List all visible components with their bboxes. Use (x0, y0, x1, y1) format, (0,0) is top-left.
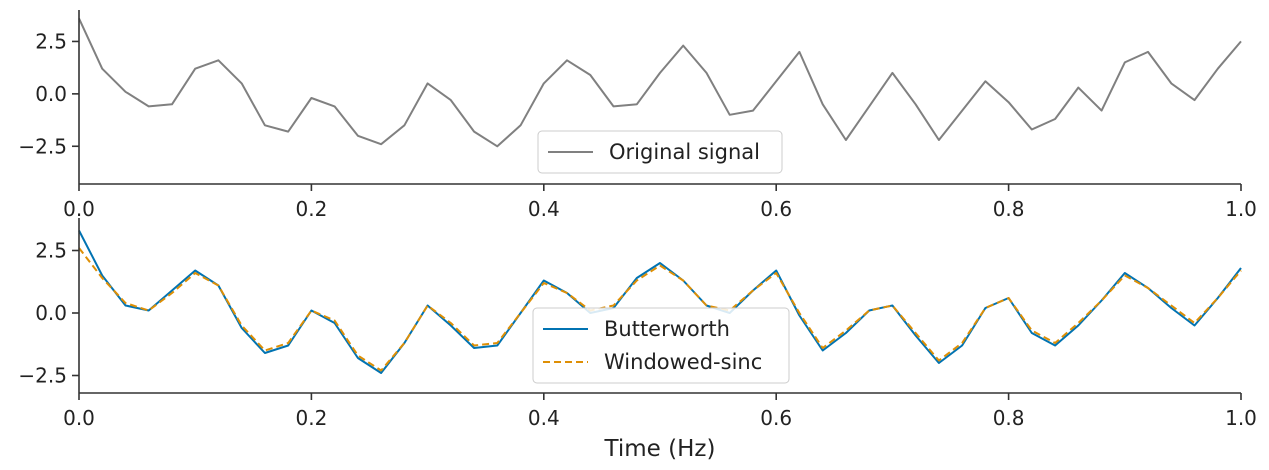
original-signal-panel: 0.0 0.2 0.4 0.6 0.8 1.0 2.5 0.0 −2.5 Original sig… (18, 10, 1257, 221)
filtered-signals-panel: 0.0 0.2 0.4 0.6 0.8 1.0 2.5 0.0 −2.5 Butterworth W… (18, 218, 1257, 430)
legend-box (532, 307, 790, 384)
x-tick-label: 0.6 (760, 197, 792, 221)
legend-box (537, 130, 783, 174)
x-tick-label: 0.8 (993, 197, 1025, 221)
x-tick-label: 0.8 (993, 406, 1025, 430)
x-tick-label: 0.2 (295, 406, 327, 430)
y-tick-label: 0.0 (35, 301, 67, 325)
y-tick-label: −2.5 (18, 134, 67, 158)
y-tick-label: 0.0 (35, 82, 67, 106)
legend: Butterworth Windowed-sinc (532, 307, 790, 384)
x-tick-label: 0.4 (528, 197, 560, 221)
butterworth-line (78, 230, 1242, 374)
legend-label: Original signal (609, 140, 760, 164)
original-line (78, 17, 1242, 148)
x-tick-label: 0.0 (63, 406, 95, 430)
legend-label: Butterworth (604, 317, 730, 341)
y-tick-label: 2.5 (35, 29, 67, 53)
x-axis-title: Time (Hz) (604, 436, 716, 462)
x-tick-label: 1.0 (1225, 197, 1257, 221)
legend-label: Windowed-sinc (604, 350, 762, 374)
windowed-sinc-line (78, 247, 1242, 372)
y-tick-label: 2.5 (35, 239, 67, 263)
x-tick-label: 0.0 (63, 197, 95, 221)
x-tick-label: 0.2 (295, 197, 327, 221)
x-tick-label: 0.6 (760, 406, 792, 430)
x-tick-label: 1.0 (1225, 406, 1257, 430)
y-tick-label: −2.5 (18, 364, 67, 388)
x-tick-label: 0.4 (528, 406, 560, 430)
legend: Original signal (537, 130, 783, 174)
